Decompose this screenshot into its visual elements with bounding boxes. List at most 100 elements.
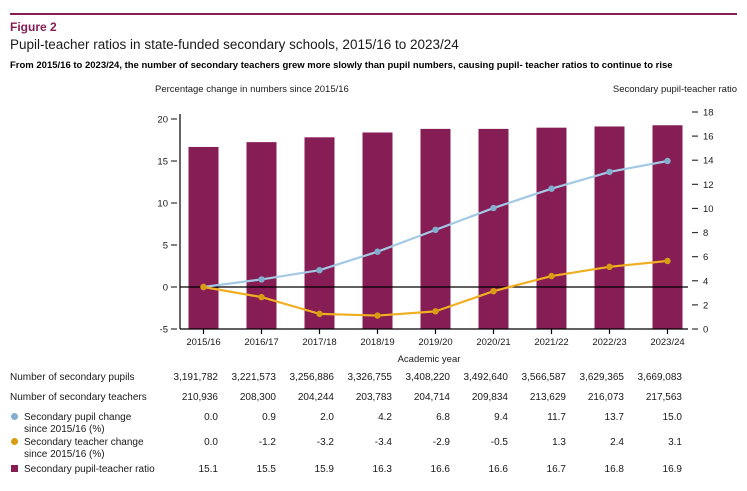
row-label: Secondary pupil change since 2015/16 (%) bbox=[10, 412, 168, 435]
table-cell: 204,714 bbox=[413, 392, 450, 403]
x-tick-label: 2017/18 bbox=[302, 337, 336, 348]
pupil-change-line-marker bbox=[258, 276, 265, 283]
figure-number: Figure 2 bbox=[10, 20, 57, 34]
table-cell: 3,221,573 bbox=[231, 372, 277, 383]
circle-yellow-legend-icon bbox=[11, 438, 18, 445]
table-cell: 3,408,220 bbox=[405, 372, 451, 383]
table-cell: 210,936 bbox=[181, 392, 218, 403]
table-cell: 0.0 bbox=[204, 412, 218, 423]
teacher-change-line-marker bbox=[606, 263, 613, 271]
row-label: Secondary teacher change since 2015/16 (%… bbox=[10, 437, 168, 460]
axis-titles: Percentage change in numbers since 2015/… bbox=[155, 84, 737, 95]
row-label-text: Number of secondary teachers bbox=[10, 392, 147, 403]
right-tick-label: 6 bbox=[703, 252, 708, 263]
right-tick-label: 2 bbox=[703, 300, 708, 311]
table-cell: 16.9 bbox=[662, 464, 682, 475]
teacher-change-line-marker bbox=[374, 312, 381, 319]
right-tick-label: 0 bbox=[703, 325, 708, 336]
table-cell: 203,783 bbox=[355, 392, 392, 403]
table-cell: 15.0 bbox=[662, 412, 682, 423]
x-tick-label: 2015/16 bbox=[186, 337, 220, 348]
x-tick-label: 2021/22 bbox=[534, 337, 568, 348]
row-label: Secondary pupil-teacher ratio bbox=[10, 464, 168, 476]
table-cell: 15.1 bbox=[198, 464, 218, 475]
right-tick-label: 12 bbox=[703, 180, 714, 191]
table-cell: 13.7 bbox=[604, 412, 624, 423]
table-cell: 2.0 bbox=[320, 412, 334, 423]
table-cell: 3,629,365 bbox=[579, 372, 625, 383]
x-tick-label: 2019/20 bbox=[418, 337, 452, 348]
table-cell: 213,629 bbox=[529, 392, 566, 403]
academic-year-label: Academic year bbox=[397, 354, 461, 365]
table-cell: 3,191,782 bbox=[173, 372, 219, 383]
left-tick-label: 15 bbox=[157, 157, 168, 168]
ratio-combo-chart: -5 0 5 10 15 20 0 2 4 6 8 10 12 14 16 18 2015/16 2016/17 2… bbox=[157, 108, 714, 349]
table-cell: 3,326,755 bbox=[347, 372, 393, 383]
x-tick-label: 2023/24 bbox=[650, 337, 684, 348]
table-cell: 209,834 bbox=[471, 392, 508, 403]
table-cell: 208,300 bbox=[239, 392, 276, 403]
ratio-bar bbox=[652, 125, 683, 329]
x-tick-label: 2016/17 bbox=[244, 337, 278, 348]
ratio-bar bbox=[304, 137, 335, 329]
ratio-bar bbox=[594, 126, 625, 329]
table-row: Number of secondary pupils 3,191,782 3,221… bbox=[10, 369, 700, 389]
right-axis-title: Secondary pupil-teacher ratio bbox=[612, 84, 737, 95]
table-cell: 16.7 bbox=[546, 464, 566, 475]
table-cell: 204,244 bbox=[297, 392, 334, 403]
table-cell: 4.2 bbox=[378, 412, 392, 423]
right-tick-label: 18 bbox=[703, 108, 714, 119]
row-label: Number of secondary teachers bbox=[10, 392, 168, 404]
x-tick-label: 2020/21 bbox=[476, 337, 510, 348]
table-cell: 16.8 bbox=[604, 464, 624, 475]
table-cell: -3.2 bbox=[316, 437, 334, 448]
ratio-bar bbox=[362, 132, 393, 329]
table-cell: 15.9 bbox=[314, 464, 334, 475]
table-cell: 0.9 bbox=[262, 412, 276, 423]
table-cell: 16.6 bbox=[488, 464, 508, 475]
table-cell: 9.4 bbox=[494, 412, 508, 423]
top-rule bbox=[10, 13, 737, 15]
table-cell: 0.0 bbox=[204, 437, 218, 448]
circle-blue-legend-icon bbox=[11, 413, 18, 420]
table-cell: 216,073 bbox=[587, 392, 624, 403]
left-tick-label: -5 bbox=[160, 325, 168, 336]
table-cell: -1.2 bbox=[258, 437, 276, 448]
teacher-change-line-marker bbox=[316, 310, 323, 318]
pupil-change-line-marker bbox=[490, 204, 497, 212]
teacher-change-line-marker bbox=[490, 288, 497, 295]
table-row: Secondary pupil-teacher ratio 15.1 15.5 15.… bbox=[10, 459, 700, 478]
right-tick-label: 14 bbox=[703, 156, 714, 167]
left-axis-title: Percentage change in numbers since 2015/… bbox=[155, 84, 349, 95]
right-tick-label: 4 bbox=[703, 276, 708, 287]
table-cell: 6.8 bbox=[436, 412, 450, 423]
pupil-change-line-marker bbox=[432, 226, 439, 234]
teacher-change-line-marker bbox=[548, 272, 555, 280]
table-cell: 3.1 bbox=[668, 437, 682, 448]
academic-year-row: Academic year bbox=[10, 354, 700, 369]
figure-title: Pupil-teacher ratios in state-funded sec… bbox=[10, 37, 459, 52]
table-cell: -3.4 bbox=[374, 437, 392, 448]
row-label-text: Secondary pupil change since 2015/16 (%) bbox=[24, 412, 132, 435]
table-cell: 3,669,083 bbox=[637, 372, 683, 383]
row-label: Number of secondary pupils bbox=[10, 372, 168, 384]
right-tick-label: 16 bbox=[703, 132, 714, 143]
ratio-bar bbox=[536, 127, 567, 329]
x-tick-label: 2022/23 bbox=[592, 337, 626, 348]
table-row: Number of secondary teachers 210,936 208,3… bbox=[10, 389, 700, 409]
pupil-change-line-marker bbox=[606, 168, 613, 176]
figure-statement: From 2015/16 to 2023/24, the number of s… bbox=[10, 60, 673, 71]
teacher-change-line-marker bbox=[432, 308, 439, 315]
table-cell: 2.4 bbox=[610, 437, 624, 448]
table-cell: 16.3 bbox=[372, 464, 392, 475]
left-tick-label: 0 bbox=[163, 283, 168, 294]
table-cell: 3,492,640 bbox=[463, 372, 509, 383]
table-cell: -0.5 bbox=[490, 437, 508, 448]
table-cell: -2.9 bbox=[432, 437, 450, 448]
pupil-change-line-marker bbox=[316, 267, 323, 274]
table-row: Secondary teacher change since 2015/16 (%… bbox=[10, 434, 700, 460]
left-tick-label: 10 bbox=[157, 199, 168, 210]
data-table: Academic year Number of secondary pupils… bbox=[10, 354, 700, 478]
table-row: Secondary pupil change since 2015/16 (%) 0… bbox=[10, 409, 700, 435]
